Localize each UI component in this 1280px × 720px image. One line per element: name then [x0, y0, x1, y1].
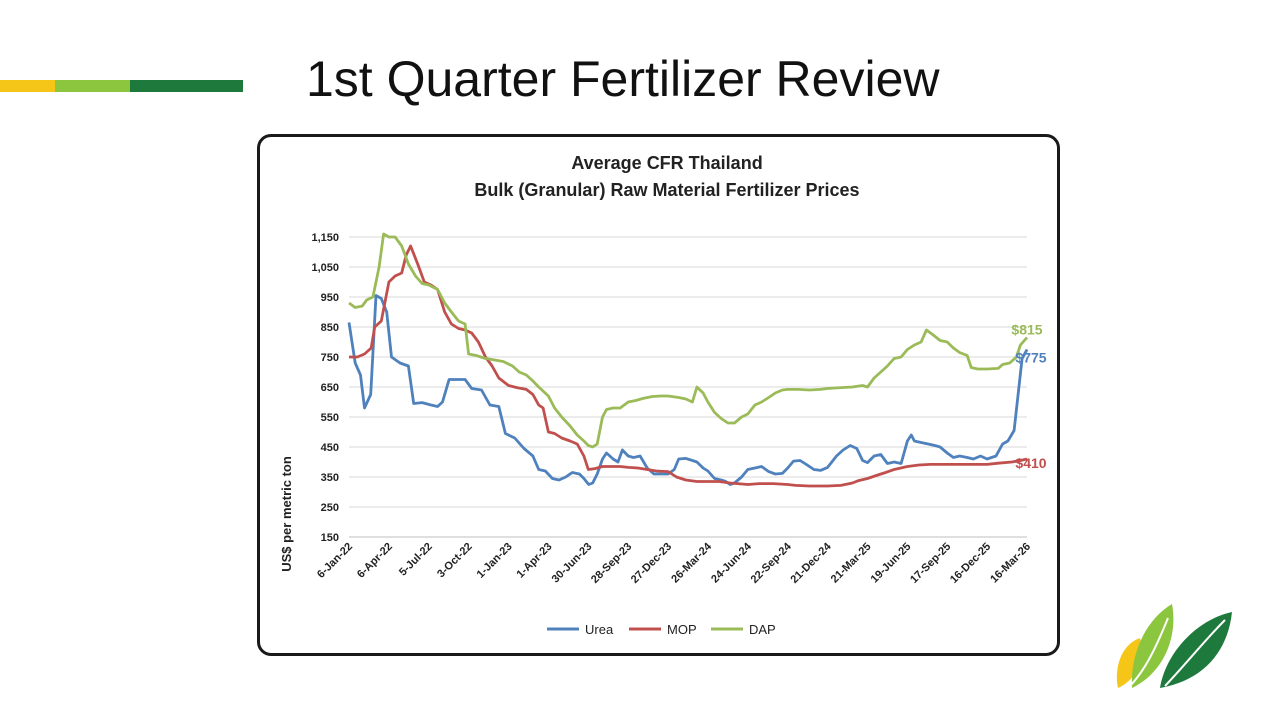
x-tick-label: 21-Mar-25: [829, 541, 874, 586]
legend-label-mop: MOP: [667, 622, 697, 637]
y-tick-label: 650: [321, 382, 339, 394]
x-tick-label: 1-Jan-23: [475, 541, 515, 581]
series-end-labels: $775 $410 $815: [1011, 322, 1046, 472]
y-axis-ticks: 150 250 350 450 550 650 750 850 950 1,050 1,150: [311, 232, 339, 544]
chart-subtitle: Bulk (Granular) Raw Material Fertilizer …: [474, 180, 859, 200]
accent-bar-green: [130, 80, 243, 92]
series-line-dap: [348, 232, 1029, 449]
x-tick-label: 27-Dec-23: [629, 541, 674, 586]
end-label-dap: $815: [1011, 322, 1042, 338]
end-label-mop: $410: [1015, 455, 1046, 471]
accent-bar-lime: [55, 80, 130, 92]
y-tick-label: 750: [321, 352, 339, 364]
chart-grid: [349, 236, 1027, 538]
x-tick-label: 5-Jul-22: [397, 541, 435, 579]
legend-label-urea: Urea: [585, 622, 614, 637]
y-tick-label: 1,150: [311, 232, 339, 244]
x-tick-label: 3-Oct-22: [435, 541, 475, 581]
series-lines: [347, 232, 1029, 488]
chart-legend: Urea MOP DAP: [547, 622, 776, 637]
x-tick-label: 26-Mar-24: [669, 540, 714, 585]
series-line-urea: [347, 294, 1029, 486]
x-tick-label: 1-Apr-23: [514, 541, 554, 581]
x-tick-label: 16-Mar-26: [988, 541, 1033, 586]
y-tick-label: 450: [321, 442, 339, 454]
y-tick-label: 350: [321, 472, 339, 484]
y-tick-label: 250: [321, 502, 339, 514]
x-tick-label: 19-Jun-25: [869, 541, 914, 586]
chart-title: Average CFR Thailand: [571, 153, 762, 173]
x-tick-label: 30-Jun-23: [550, 541, 595, 586]
x-tick-label: 6-Jan-22: [315, 541, 355, 581]
y-tick-label: 850: [321, 322, 339, 334]
x-tick-label: 17-Sep-25: [908, 541, 953, 586]
y-tick-label: 950: [321, 292, 339, 304]
x-tick-label: 28-Sep-23: [589, 541, 634, 586]
x-tick-label: 21-Dec-24: [788, 540, 834, 586]
y-tick-label: 1,050: [311, 262, 339, 274]
accent-bar-yellow: [0, 80, 55, 92]
leaf-logo-icon: [1116, 604, 1232, 688]
line-chart: Average CFR Thailand Bulk (Granular) Raw…: [279, 153, 1047, 637]
x-tick-label: 6-Apr-22: [355, 541, 395, 581]
x-axis-ticks: 6-Jan-22 6-Apr-22 5-Jul-22 3-Oct-22 1-Jan-23…: [315, 540, 1033, 586]
end-label-urea: $775: [1015, 350, 1046, 366]
y-axis-label: US$ per metric ton: [279, 456, 294, 572]
x-tick-label: 22-Sep-24: [749, 540, 795, 586]
series-line-mop: [349, 244, 1028, 488]
x-tick-label: 24-Jun-24: [709, 540, 754, 585]
slide-title: 1st Quarter Fertilizer Review: [306, 51, 940, 107]
y-tick-label: 150: [321, 532, 339, 544]
legend-label-dap: DAP: [749, 622, 776, 637]
y-tick-label: 550: [321, 412, 339, 424]
x-tick-label: 16-Dec-25: [948, 541, 993, 586]
